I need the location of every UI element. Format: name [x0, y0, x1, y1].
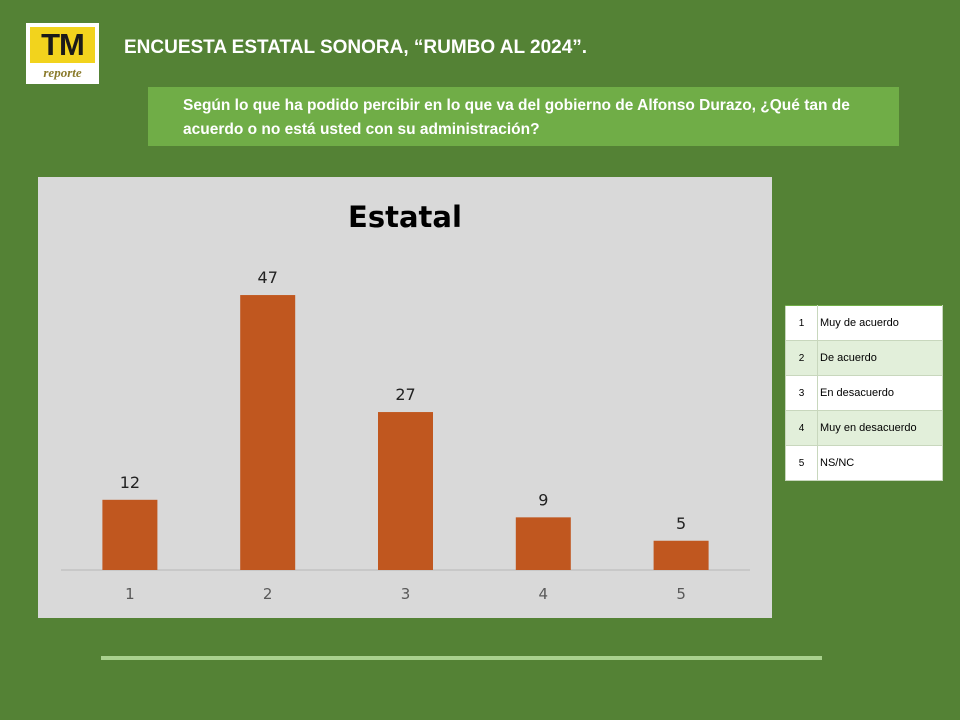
x-tick-label-2: 2	[263, 585, 273, 603]
legend-label: Muy en desacuerdo	[817, 410, 943, 446]
legend-num: 5	[785, 445, 818, 481]
legend-row: 3 En desacuerdo	[785, 375, 943, 411]
data-label-3: 27	[395, 385, 415, 404]
x-tick-label-1: 1	[125, 585, 135, 603]
logo-subtext: reporte	[43, 65, 82, 80]
footer-divider	[101, 656, 822, 660]
data-label-5: 5	[676, 514, 686, 533]
legend-num: 4	[785, 410, 818, 446]
bar-5	[653, 540, 709, 570]
page-title: ENCUESTA ESTATAL SONORA, “RUMBO AL 2024”…	[124, 37, 588, 58]
legend-label: En desacuerdo	[817, 375, 943, 411]
legend-label: De acuerdo	[817, 340, 943, 376]
data-label-2: 47	[258, 268, 278, 287]
bar-2	[240, 295, 296, 570]
legend-table: 1 Muy de acuerdo 2 De acuerdo 3 En desac…	[785, 305, 943, 481]
survey-question: Según lo que ha podido percibir en lo qu…	[148, 87, 899, 146]
logo-mark: TM	[30, 27, 95, 63]
bar-3	[378, 412, 433, 570]
legend-row: 2 De acuerdo	[785, 340, 943, 376]
chart-title: Estatal	[348, 200, 462, 234]
legend-row: 1 Muy de acuerdo	[785, 305, 943, 341]
x-tick-label-4: 4	[539, 585, 549, 603]
legend-label: NS/NC	[817, 445, 943, 481]
bar-chart: Estatal 12 1 47 2 27 3 9 4 5 5	[38, 177, 772, 618]
bar-1	[102, 499, 158, 570]
chart-canvas: Estatal 12 1 47 2 27 3 9 4 5 5	[61, 200, 750, 603]
legend-label: Muy de acuerdo	[817, 305, 943, 341]
legend-num: 3	[785, 375, 818, 411]
x-tick-label-5: 5	[676, 585, 686, 603]
bar-4	[515, 517, 571, 570]
data-label-1: 12	[120, 473, 140, 492]
legend-num: 1	[785, 305, 818, 341]
legend-num: 2	[785, 340, 818, 376]
logo: TM reporte	[26, 23, 99, 84]
legend-row: 5 NS/NC	[785, 445, 943, 481]
legend-row: 4 Muy en desacuerdo	[785, 410, 943, 446]
data-label-4: 9	[538, 490, 548, 509]
x-tick-label-3: 3	[401, 585, 411, 603]
